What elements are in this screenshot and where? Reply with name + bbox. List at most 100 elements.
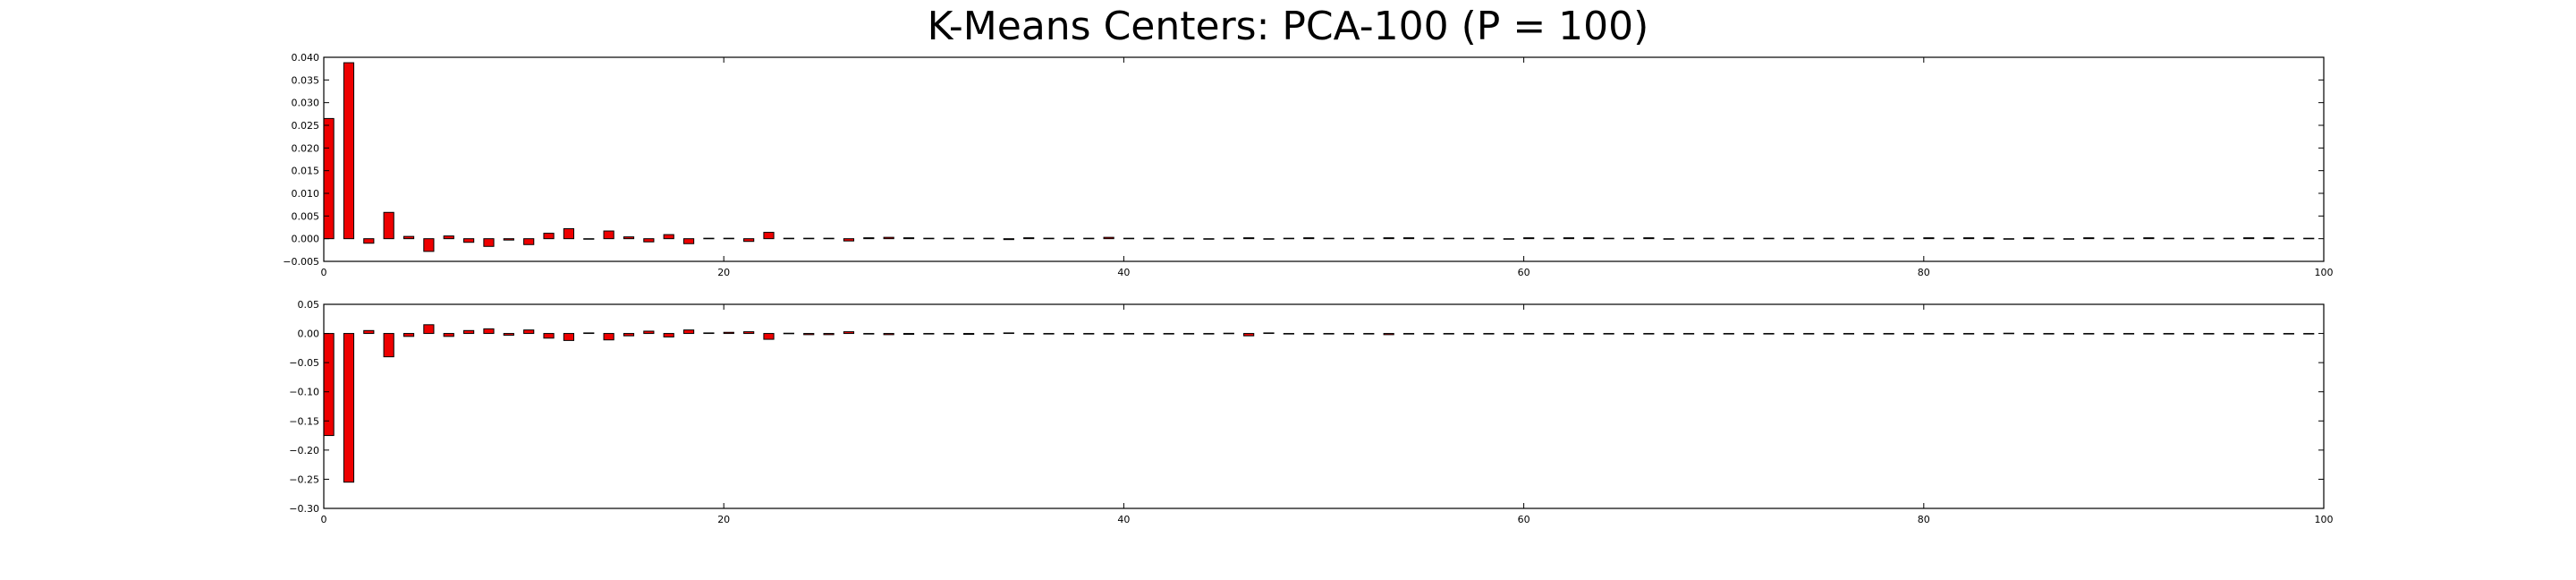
bar-0-48 [1283,237,1294,240]
y-tick-label-0-3: 0.025 [292,120,320,132]
bar-1-83 [1983,333,1995,335]
bottom-subplot: 0 20 40 60 80 100 0.05 0.00 −0.05 −0.10 −0.15 −0.20… [289,299,2333,525]
bar-1-70 [1723,333,1734,335]
x-tick-label-0-4: 80 [1918,267,1930,278]
bar-1-32 [963,333,975,336]
bar-0-52 [1363,237,1375,240]
bar-1-64 [1603,333,1614,335]
bar-1-10 [523,329,535,335]
bar-0-81 [1943,237,1954,240]
bar-0-23 [783,237,794,240]
bar-0-61 [1543,237,1555,240]
bar-0-91 [2143,237,2155,240]
bar-0-18 [682,238,695,244]
bar-1-45 [1223,332,1234,335]
bar-0-3 [383,211,394,240]
figure-title: K-Means Centers: PCA-100 (P = 100) [928,4,1649,49]
bar-1-12 [563,333,575,341]
bar-1-7 [463,329,475,335]
bar-1-47 [1263,332,1275,335]
bar-0-40 [1123,237,1135,240]
bar-1-65 [1623,333,1635,335]
bar-1-77 [1863,333,1875,335]
bar-0-55 [1423,237,1435,240]
bar-1-80 [1923,333,1935,335]
bar-1-94 [2203,333,2215,335]
bar-0-5 [423,238,435,252]
bar-0-1 [343,62,355,240]
bar-1-46 [1243,333,1255,337]
bar-0-22 [763,232,775,240]
y-tick-label-1-0: 0.05 [298,299,320,311]
bar-1-33 [983,333,995,335]
bar-0-72 [1763,237,1775,240]
bar-0-78 [1883,237,1894,240]
bar-1-71 [1743,333,1755,335]
bar-0-16 [643,238,655,243]
y-tick-label-1-3: −0.10 [289,387,319,398]
bar-0-74 [1803,237,1815,240]
bar-1-93 [2182,333,2195,335]
y-tick-label-1-5: −0.20 [289,445,319,456]
axes-frame-0 [323,56,2325,262]
bar-0-14 [603,230,614,240]
bar-1-39 [1103,333,1114,335]
bar-0-95 [2223,237,2234,240]
bar-0-64 [1603,237,1614,240]
bar-0-44 [1203,238,1215,240]
bar-0-88 [2083,237,2095,240]
bar-1-13 [583,332,595,335]
bar-1-79 [1902,333,1915,335]
x-tick-label-0-3: 60 [1518,267,1530,278]
bar-0-13 [583,238,595,240]
bar-1-88 [2083,333,2095,335]
bar-1-91 [2143,333,2155,335]
bar-1-76 [1843,333,1855,335]
bar-1-37 [1063,333,1074,335]
bar-1-67 [1663,333,1674,335]
bar-1-78 [1883,333,1894,335]
bar-0-36 [1043,237,1055,240]
bar-0-12 [563,228,575,240]
bar-1-59 [1503,333,1514,335]
bar-0-73 [1783,237,1794,240]
bar-0-70 [1723,237,1734,240]
bar-0-75 [1823,237,1835,240]
bar-0-41 [1143,237,1155,240]
bar-1-48 [1283,333,1294,335]
bar-0-53 [1383,237,1394,240]
bar-0-68 [1682,237,1695,240]
bar-1-36 [1043,333,1055,335]
bar-0-77 [1863,237,1875,240]
bar-1-23 [783,332,794,335]
bar-1-41 [1143,333,1155,335]
bar-1-95 [2223,333,2234,335]
x-tick-label-1-4: 80 [1918,514,1930,525]
bar-1-97 [2263,333,2275,335]
bar-0-37 [1063,237,1074,240]
bar-0-92 [2163,237,2174,240]
bar-0-46 [1243,237,1255,240]
bar-0-24 [803,237,815,240]
bar-0-62 [1563,237,1574,240]
bar-0-11 [543,233,555,240]
y-tick-label-0-4: 0.020 [292,142,320,154]
y-tick-label-0-2: 0.030 [292,98,320,109]
bar-1-60 [1523,333,1535,335]
bar-0-96 [2243,237,2255,240]
x-tick-label-0-1: 20 [717,267,730,278]
bar-0-80 [1923,237,1935,240]
bar-1-72 [1763,333,1775,335]
bar-0-6 [443,235,454,240]
bar-1-66 [1643,333,1655,335]
bar-0-97 [2263,237,2275,240]
bar-1-8 [483,328,495,335]
x-tick-label-1-3: 60 [1518,514,1530,525]
bar-1-89 [2103,333,2114,335]
bar-0-59 [1503,238,1514,240]
bar-0-50 [1323,237,1335,240]
bar-1-42 [1163,333,1174,335]
bar-1-0 [323,333,335,437]
y-tick-label-0-8: 0.000 [292,234,320,245]
bar-0-26 [843,238,855,242]
